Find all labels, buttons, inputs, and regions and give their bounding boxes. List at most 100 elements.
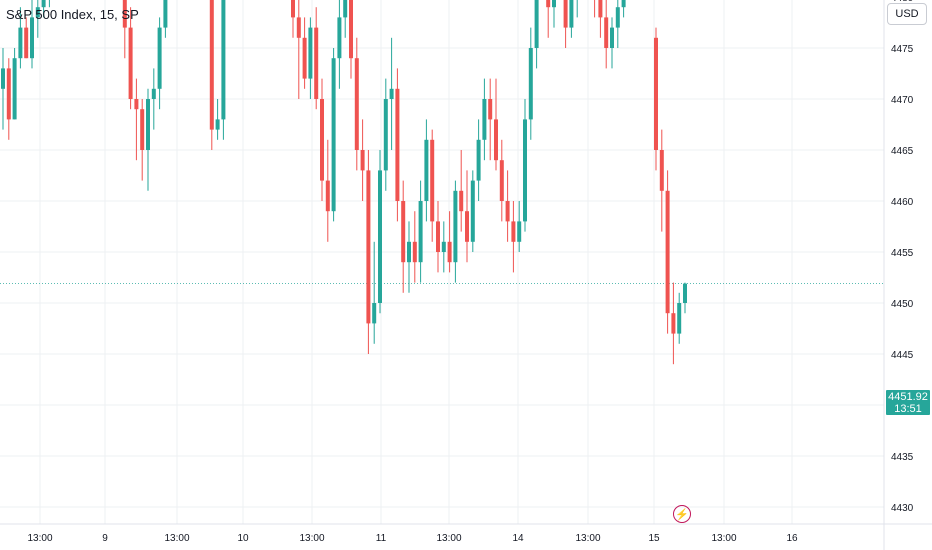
candle [528, 27, 533, 140]
candle-body [157, 27, 162, 89]
candle [654, 27, 658, 171]
currency-button[interactable]: USD [887, 3, 927, 25]
candle-body [354, 58, 359, 151]
candle [389, 37, 394, 150]
time-tick-label: 13:00 [436, 533, 461, 544]
candle [215, 99, 220, 140]
price-tick-label: 4465 [891, 146, 914, 157]
candle-body [447, 241, 452, 263]
candle-body [563, 0, 568, 28]
candle [146, 88, 150, 191]
time-tick-label: 13:00 [27, 533, 52, 544]
candle [221, 0, 226, 140]
candle [534, 0, 539, 69]
candle [453, 180, 458, 283]
candle [372, 241, 377, 344]
last-price-value: 4451.92 [888, 391, 928, 403]
candle [302, 17, 307, 89]
time-tick-label: 14 [512, 533, 524, 544]
candle [337, 0, 342, 89]
candle-body [665, 190, 670, 314]
candle-body [621, 0, 626, 8]
candle [677, 292, 682, 344]
candle [314, 7, 319, 110]
candle [151, 68, 156, 130]
candle [383, 78, 388, 191]
candle [465, 170, 469, 263]
candle [128, 7, 133, 110]
candle-body [534, 0, 539, 49]
candle-body [221, 0, 226, 120]
candle [459, 150, 464, 232]
candle [499, 139, 504, 222]
candle-body [677, 303, 682, 334]
candle-body [546, 0, 551, 8]
price-tick-label: 4455 [891, 248, 914, 259]
candle [343, 0, 348, 38]
candle [424, 119, 429, 222]
candle-body [314, 27, 319, 100]
candle [517, 201, 522, 252]
candle-body [360, 150, 365, 171]
candle [296, 0, 301, 99]
candle [1, 48, 5, 130]
candle-body [1, 68, 5, 89]
candle [621, 0, 626, 18]
candle [163, 0, 168, 38]
candle-body [407, 241, 411, 263]
candle [395, 68, 400, 222]
candle-body [366, 170, 371, 324]
candle-body [128, 27, 133, 100]
candle-body [302, 37, 307, 79]
candle [569, 0, 574, 38]
candle [523, 99, 527, 232]
time-tick-label: 11 [376, 533, 387, 544]
candle-body [349, 0, 353, 59]
candle [505, 170, 510, 242]
lightning-icon[interactable]: ⚡ [673, 505, 691, 523]
candle [407, 221, 411, 293]
candle-body [6, 68, 11, 120]
candle [511, 201, 516, 273]
candle-body [511, 221, 516, 242]
candle-body [134, 99, 139, 110]
candle [665, 170, 670, 334]
candle-body [418, 201, 423, 263]
candle-body [552, 0, 556, 8]
candle-body [470, 180, 475, 242]
candle [354, 37, 359, 171]
candle-body [482, 99, 487, 140]
candle [401, 180, 406, 293]
time-tick-label: 13:00 [164, 533, 189, 544]
candle-body [424, 139, 429, 201]
candle-body [163, 0, 168, 28]
candle-body [528, 48, 533, 120]
candle-body [18, 27, 23, 59]
candle-body [671, 313, 676, 334]
time-tick-label: 13:00 [711, 533, 736, 544]
candle [360, 119, 365, 201]
candle [447, 211, 452, 273]
candle-body [441, 241, 446, 252]
candle-body [378, 170, 382, 303]
candle-body [151, 88, 156, 99]
candle [470, 170, 475, 252]
candle-body [296, 17, 301, 38]
candle-body [401, 201, 406, 263]
candle-body [389, 88, 394, 99]
candle-body [209, 0, 214, 130]
horizontal-levels [0, 283, 884, 285]
candle [378, 150, 382, 314]
candle-body [24, 27, 29, 59]
candle-body [383, 99, 388, 171]
candle [615, 0, 620, 48]
candle-body [476, 139, 481, 181]
candle [134, 78, 139, 161]
candle [659, 129, 664, 232]
candle-body [683, 283, 687, 303]
candle [576, 0, 578, 18]
candle-body [146, 99, 150, 150]
candle-body [331, 58, 336, 212]
candle [140, 99, 145, 181]
